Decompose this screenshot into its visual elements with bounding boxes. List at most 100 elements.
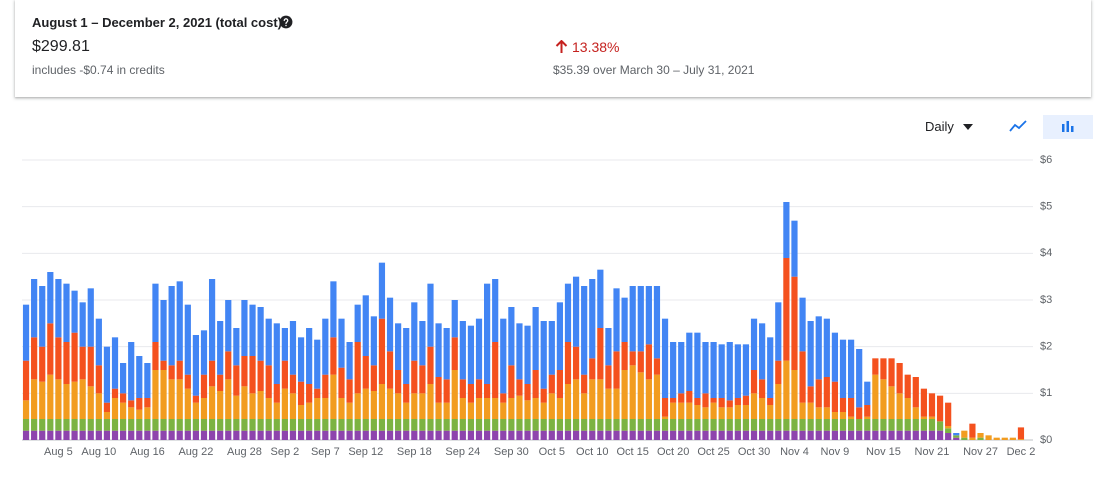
bar-segment	[120, 402, 127, 419]
bar-segment	[152, 419, 159, 431]
bar-segment	[686, 430, 693, 440]
bar-segment	[710, 342, 717, 398]
bar-segment	[257, 419, 264, 431]
bar-segment	[403, 430, 410, 440]
bar-segment	[200, 330, 208, 375]
bar-segment	[338, 419, 345, 431]
bar-segment	[233, 419, 240, 431]
bar-segment	[896, 363, 903, 394]
bar-segment	[500, 318, 507, 394]
bar-segment	[475, 430, 483, 440]
bar-segment	[419, 430, 426, 440]
bar-segment	[378, 318, 386, 384]
bar-segment	[451, 430, 458, 440]
x-tick-label: Aug 10	[81, 446, 116, 458]
bar-segment	[257, 360, 264, 391]
bar-segment	[87, 346, 94, 387]
bar-segment	[783, 258, 790, 361]
bar-segment	[799, 351, 806, 403]
bar-segment	[969, 437, 976, 440]
bar-segment	[249, 419, 256, 431]
bar-segment	[613, 351, 620, 389]
up-arrow	[555, 39, 568, 53]
bar-segment	[176, 430, 183, 440]
bar-segment	[265, 365, 272, 398]
bar-segment	[815, 379, 822, 408]
bar-segment	[645, 419, 652, 431]
bar-segment	[605, 430, 612, 440]
bar-segment	[815, 407, 822, 419]
bar-segment	[217, 391, 224, 419]
bar-segment	[589, 430, 596, 440]
bar-segment	[419, 321, 426, 366]
bar-segment	[233, 365, 240, 396]
bar-segment	[103, 430, 111, 440]
bar-segment	[370, 365, 377, 391]
bar-segment	[670, 398, 677, 403]
bar-segment	[759, 398, 766, 419]
bar-segment	[281, 388, 288, 419]
bar-segment	[872, 419, 879, 431]
bar-segment	[362, 419, 369, 431]
x-tick-label: Oct 25	[697, 446, 729, 458]
bar-segment	[500, 419, 507, 431]
bar-segment	[920, 419, 927, 431]
x-tick-label: Oct 10	[576, 446, 608, 458]
bar-segment	[306, 328, 313, 384]
bar-segment	[71, 290, 78, 333]
bar-segment	[613, 388, 620, 419]
bar-segment	[411, 430, 418, 440]
bar-segment	[985, 435, 992, 440]
x-tick-label: Aug 22	[178, 446, 213, 458]
bar-segment	[297, 381, 305, 405]
bar-segment	[95, 365, 102, 394]
bar-segment	[378, 430, 386, 440]
help-icon[interactable]	[279, 15, 293, 29]
bar-segment	[775, 302, 782, 361]
bar-segment	[540, 402, 547, 419]
bar-segment	[492, 419, 499, 431]
bar-segment	[993, 437, 1000, 440]
bar-segment	[338, 430, 345, 440]
bar-segment	[500, 430, 507, 440]
bar-segment	[79, 379, 86, 419]
bar-segment	[581, 430, 588, 440]
bar-segment	[1017, 427, 1025, 440]
granularity-select[interactable]: Daily	[925, 119, 954, 134]
bar-segment	[443, 402, 450, 419]
bar-segment	[1009, 437, 1016, 440]
bar-segment	[492, 279, 499, 342]
bar-segment	[322, 318, 329, 375]
line-chart-toggle[interactable]	[1008, 118, 1028, 134]
bar-segment	[945, 433, 952, 440]
bar-segment	[451, 337, 458, 370]
bar-segment	[661, 398, 669, 417]
bar-segment	[459, 398, 466, 419]
bar-segment	[459, 430, 466, 440]
x-tick-label: Sep 24	[445, 446, 480, 458]
bar-segment	[920, 430, 927, 440]
bar-segment	[55, 419, 62, 431]
bar-segment	[637, 419, 644, 431]
bar-segment	[475, 419, 483, 431]
bar-segment	[39, 430, 46, 440]
bar-segment	[475, 379, 483, 398]
bar-segment	[694, 405, 701, 419]
bar-segment	[516, 419, 523, 431]
bar-segment	[484, 384, 491, 398]
bar-segment	[176, 360, 183, 380]
bar-segment	[459, 321, 466, 380]
bar-segment	[775, 360, 782, 384]
bar-segment	[395, 419, 402, 431]
bar-segment	[888, 419, 895, 431]
bar-segment	[750, 370, 758, 394]
bar-segment	[653, 358, 661, 375]
bar-segment	[783, 360, 790, 419]
bar-chart-toggle[interactable]	[1043, 115, 1093, 139]
bar-segment	[928, 393, 936, 417]
bar-segment	[977, 433, 984, 438]
bar-segment	[540, 430, 547, 440]
bar-segment	[839, 419, 847, 431]
bar-segment	[516, 395, 523, 419]
dropdown-caret[interactable]	[962, 123, 974, 131]
